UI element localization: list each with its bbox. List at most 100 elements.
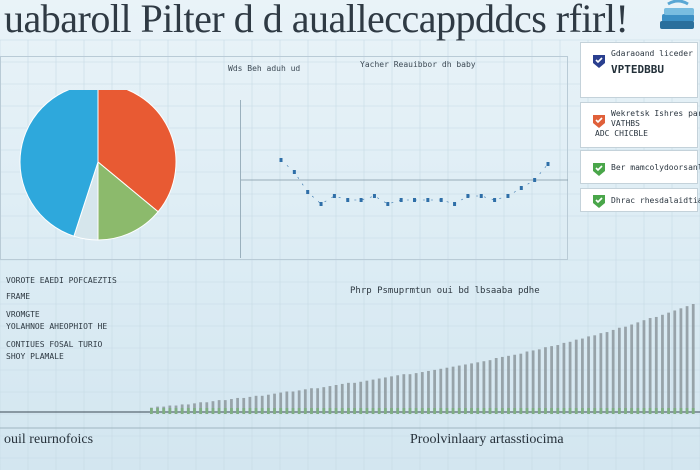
bar: [537, 349, 541, 412]
lower-note-4: YOLAHNOE AHEOPHIOT HE: [6, 322, 108, 331]
bar: [451, 366, 455, 412]
top-chart-panel: [0, 56, 568, 260]
bar: [199, 402, 203, 412]
bar: [279, 392, 283, 412]
bar-base: [322, 408, 326, 414]
bar-base: [445, 408, 449, 414]
bar-base: [562, 408, 566, 414]
bar-base: [630, 408, 634, 414]
bar: [457, 365, 461, 412]
bar: [500, 356, 504, 412]
pie-chart: [19, 90, 177, 241]
bar: [316, 388, 320, 412]
bar: [654, 316, 658, 412]
bar: [236, 397, 239, 412]
legend-card-1[interactable]: Gdaraoand liceder VPTEDBBU: [580, 42, 698, 98]
lower-note-3: VROMGTE: [6, 310, 40, 319]
bar-base: [242, 408, 246, 414]
line-point: [359, 198, 363, 202]
bar: [223, 400, 227, 412]
bar-base: [217, 408, 221, 414]
bar: [230, 399, 233, 412]
bar: [396, 375, 400, 412]
legend-card-1-line1: Gdaraoand liceder: [611, 49, 693, 58]
bar: [513, 354, 517, 412]
bar: [519, 353, 523, 412]
bar-base: [254, 408, 258, 414]
bar: [445, 367, 449, 412]
bar-base: [285, 408, 289, 414]
bar-base: [457, 408, 461, 414]
bar: [587, 336, 590, 412]
bar-base: [334, 408, 338, 414]
bar-base: [500, 408, 504, 414]
bar: [679, 308, 683, 412]
bar: [550, 346, 553, 412]
bar-base: [174, 408, 178, 414]
bar: [544, 347, 547, 412]
bar-base: [537, 408, 541, 414]
bar-base: [156, 408, 159, 414]
bar-base: [667, 408, 670, 414]
bar: [624, 326, 627, 412]
page-title: uabaroll Pilter d d aualleccappddcs rfir…: [4, 0, 629, 41]
bar: [365, 380, 369, 412]
bar-base: [470, 408, 473, 414]
lower-note-2: FRAME: [6, 292, 31, 301]
bar-base: [414, 408, 418, 414]
bar: [617, 327, 621, 412]
bar-base: [679, 408, 683, 414]
bar-base: [396, 408, 400, 414]
bar-base: [593, 408, 597, 414]
bar: [667, 312, 670, 412]
line-point: [426, 198, 430, 202]
bar-base: [205, 408, 209, 414]
legend-card-2[interactable]: Wekretsk Ishres paral VATHBS ADC CHICBLE: [580, 102, 700, 148]
bar: [371, 379, 375, 412]
line-point: [493, 198, 497, 202]
bar-base: [199, 408, 203, 414]
pie-slice-4: [19, 90, 99, 237]
bar: [605, 332, 609, 412]
line-point: [386, 202, 390, 206]
bar-base: [464, 408, 467, 414]
bar-base: [402, 408, 406, 414]
bar: [439, 368, 443, 412]
bar: [328, 386, 332, 412]
bar-base: [605, 408, 609, 414]
bar: [266, 394, 270, 412]
bar-base: [654, 408, 658, 414]
bar-base: [519, 408, 523, 414]
bar: [531, 350, 535, 412]
bar-base: [611, 408, 615, 414]
bar-base: [291, 408, 295, 414]
legend-card-2-line2: VATHBS: [611, 119, 640, 128]
bar-base: [193, 408, 196, 414]
bar: [562, 342, 566, 412]
bar-base: [433, 408, 437, 414]
bar-base: [310, 408, 313, 414]
bar: [334, 385, 338, 412]
bar: [353, 382, 356, 412]
pie-slice-2: [97, 160, 159, 241]
bar: [482, 361, 486, 412]
bar: [488, 360, 492, 412]
bar-base: [685, 408, 689, 414]
bar-base: [236, 408, 239, 414]
bar-base: [211, 408, 215, 414]
bar: [211, 401, 215, 412]
legend-card-3[interactable]: Ber mamcolydoorsanllit: [580, 150, 700, 184]
check-badge-icon: [593, 195, 605, 208]
bar-base: [353, 408, 356, 414]
bar: [285, 391, 289, 412]
bar-base: [494, 408, 498, 414]
bar-base: [507, 408, 510, 414]
lower-note-1: VOROTE EAEDI POFCAEZTIS: [6, 276, 117, 285]
bar: [476, 362, 480, 412]
bar: [636, 322, 640, 412]
legend-card-4-line1: Dhrac rhesdalaidtia: [611, 196, 700, 205]
legend-card-2-line3: ADC CHICBLE: [595, 129, 648, 138]
lower-note-6: SHOY PLAMALE: [6, 352, 64, 361]
bar-base: [513, 408, 517, 414]
legend-card-4[interactable]: Dhrac rhesdalaidtia: [580, 188, 700, 212]
